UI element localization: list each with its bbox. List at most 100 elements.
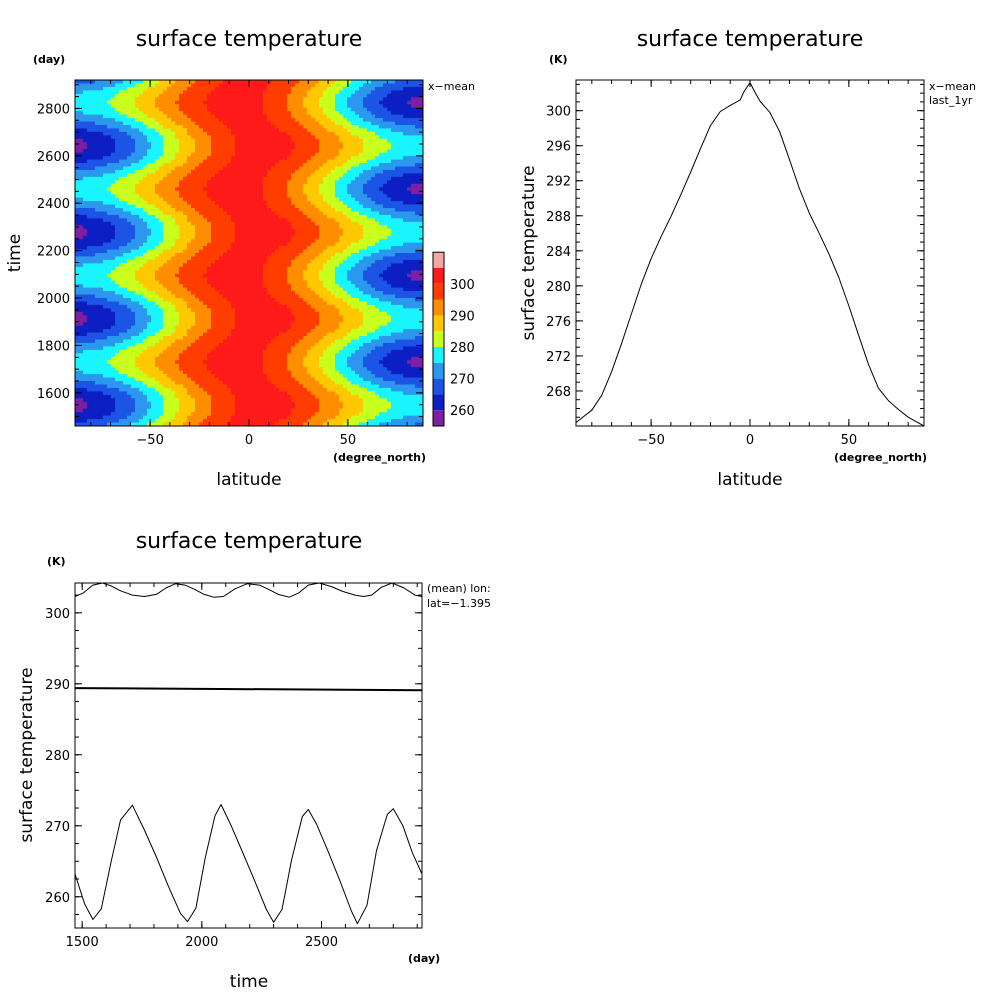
contour-cell <box>163 221 168 226</box>
contour-cell <box>103 253 108 258</box>
contour-cell <box>247 249 252 254</box>
contour-cell <box>159 225 164 230</box>
contour-cell <box>371 135 376 140</box>
contour-cell <box>359 152 364 157</box>
contour-cell <box>83 173 88 178</box>
contour-cell <box>415 128 420 133</box>
contour-cell <box>331 149 336 154</box>
contour-cell <box>367 83 372 88</box>
contour-cell <box>179 90 184 95</box>
contour-cell <box>363 100 368 105</box>
contour-cell <box>343 214 348 219</box>
contour-cell <box>311 266 316 271</box>
contour-cell <box>259 93 264 98</box>
contour-field <box>75 80 423 426</box>
contour-cell <box>411 145 416 150</box>
contour-cell <box>123 246 128 251</box>
contour-cell <box>143 259 148 264</box>
contour-cell <box>263 208 268 213</box>
contour-cell <box>191 228 196 233</box>
contour-cell <box>391 246 396 251</box>
contour-cell <box>347 242 352 247</box>
contour-cell <box>363 273 368 278</box>
contour-cell <box>415 176 420 181</box>
contour-cell <box>363 166 368 171</box>
contour-cell <box>247 138 252 143</box>
contour-cell <box>271 249 276 254</box>
contour-cell <box>271 259 276 264</box>
contour-cell <box>403 93 408 98</box>
contour-cell <box>347 263 352 268</box>
contour-cell <box>311 194 316 199</box>
contour-cell <box>343 176 348 181</box>
contour-cell <box>167 176 172 181</box>
contour-cell <box>167 239 172 244</box>
contour-cell <box>91 138 96 143</box>
contour-cell <box>351 159 356 164</box>
contour-cell <box>123 90 128 95</box>
contour-cell <box>311 121 316 126</box>
contour-cell <box>359 97 364 102</box>
contour-cell <box>287 86 292 91</box>
contour-cell <box>163 270 168 275</box>
contour-cell <box>87 97 92 102</box>
contour-cell <box>183 225 188 230</box>
contour-cell <box>155 163 160 168</box>
contour-cell <box>235 208 240 213</box>
contour-cell <box>195 183 200 188</box>
contour-cell <box>407 197 412 202</box>
contour-cell <box>219 118 224 123</box>
contour-cell <box>171 111 176 116</box>
contour-cell <box>347 169 352 175</box>
contour-cell <box>267 208 272 213</box>
contour-cell <box>403 83 408 88</box>
contour-cell <box>99 156 104 161</box>
contour-cell <box>207 135 212 140</box>
contour-cell <box>199 204 204 209</box>
contour-cell <box>167 83 172 88</box>
contour-cell <box>339 163 344 168</box>
contour-cell <box>79 225 84 230</box>
contour-cell <box>79 114 84 119</box>
contour-cell <box>359 107 364 112</box>
contour-cell <box>87 176 92 181</box>
contour-cell <box>175 104 180 109</box>
contour-cell <box>319 214 324 219</box>
contour-cell <box>407 90 412 95</box>
contour-cell <box>87 225 92 230</box>
contour-cell <box>271 121 276 126</box>
contour-cell <box>363 266 368 271</box>
contour-cell <box>107 145 112 150</box>
contour-cell <box>119 90 124 95</box>
contour-cell <box>95 270 100 275</box>
contour-cell <box>111 266 116 271</box>
contour-cell <box>251 211 256 216</box>
contour-cell <box>115 187 120 192</box>
contour-cell <box>99 176 104 181</box>
contour-cell <box>247 183 252 188</box>
contour-cell <box>151 228 156 233</box>
contour-cell <box>275 100 280 105</box>
contour-cell <box>351 118 356 123</box>
contour-cell <box>371 201 376 206</box>
contour-cell <box>107 273 112 278</box>
contour-cell <box>335 93 340 98</box>
contour-cell <box>323 197 328 202</box>
contour-cell <box>171 86 176 91</box>
contour-cell <box>287 221 292 226</box>
contour-cell <box>123 149 128 154</box>
contour-cell <box>175 128 180 133</box>
contour-cell <box>275 156 280 161</box>
contour-cell <box>371 249 376 254</box>
contour-cell <box>151 93 156 98</box>
contour-cell <box>203 270 208 275</box>
contour-cell <box>79 190 84 195</box>
contour-cell <box>143 128 148 133</box>
contour-cell <box>167 118 172 123</box>
contour-cell <box>359 197 364 202</box>
contour-cell <box>399 211 404 216</box>
contour-cell <box>411 218 416 223</box>
contour-cell <box>203 163 208 168</box>
contour-cell <box>307 214 312 219</box>
contour-cell <box>159 142 164 147</box>
